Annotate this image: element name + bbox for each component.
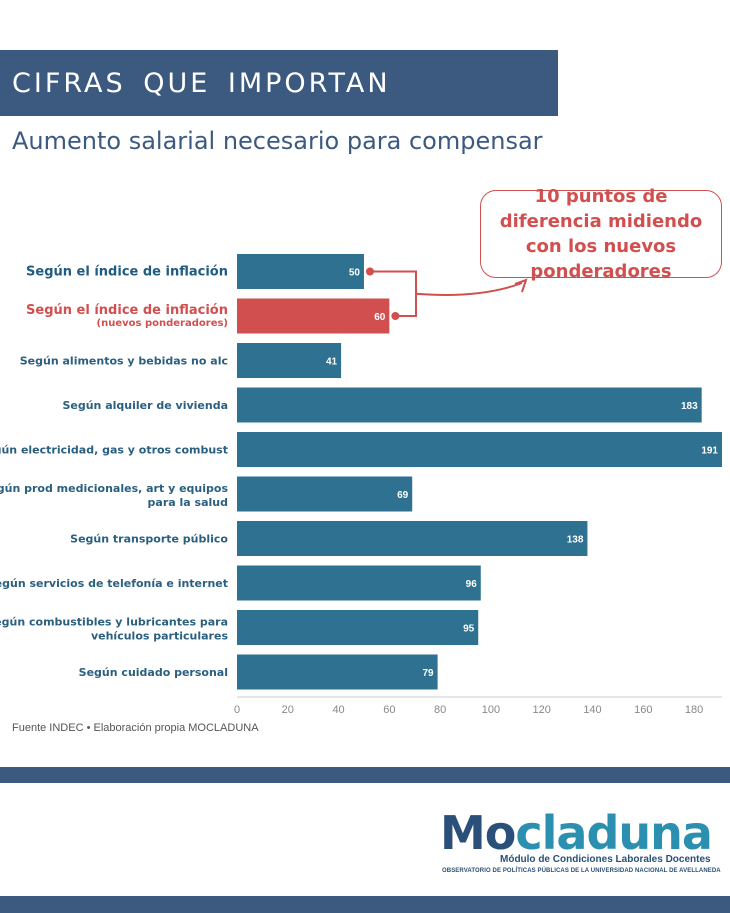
logo-subtitle: Módulo de Condiciones Laborales Docentes: [500, 854, 711, 865]
category-label: Según electricidad, gas y otros combust: [0, 444, 228, 457]
x-tick-label: 160: [634, 704, 652, 716]
x-tick-label: 140: [583, 704, 601, 716]
category-sublabel: vehículos particulares: [91, 630, 228, 643]
logo-word-part1: Mo: [440, 806, 516, 860]
category-sublabel: (nuevos ponderadores): [97, 318, 228, 329]
bar-value-label: 79: [422, 668, 434, 679]
bar-value-label: 69: [397, 490, 409, 501]
x-tick-label: 60: [383, 704, 395, 716]
bar: [237, 343, 342, 378]
category-label: Según cuidado personal: [79, 666, 228, 679]
bar-value-label: 95: [463, 624, 475, 635]
bar: [237, 432, 722, 467]
bar: [237, 254, 364, 289]
page-title: CIFRAS QUE IMPORTAN: [12, 68, 391, 99]
x-tick-label: 80: [434, 704, 446, 716]
bar: [237, 610, 479, 645]
x-tick-label: 180: [685, 704, 703, 716]
category-sublabel: para la salud: [148, 496, 228, 509]
x-tick-label: 40: [332, 704, 344, 716]
x-tick-label: 20: [282, 704, 294, 716]
category-label: Según transporte público: [70, 533, 228, 546]
x-tick-label: 120: [533, 704, 551, 716]
bar-value-label: 191: [701, 446, 718, 457]
category-label: Según el índice de inflación: [26, 265, 228, 280]
logo-tagline: OBSERVATORIO DE POLÍTICAS PÚBLICAS DE LA…: [442, 868, 721, 874]
logo-word-part2: claduna: [515, 806, 713, 860]
header-band: [0, 50, 558, 116]
bar: [237, 476, 413, 512]
callout-text: 10 puntos de diferencia midiendo con los…: [499, 186, 703, 282]
callout-arrow: [415, 282, 523, 296]
footer-band: [0, 896, 730, 913]
category-label: Según combustibles y lubricantes para: [0, 616, 228, 629]
category-label: Según el índice de inflación: [26, 303, 228, 318]
bar-value-label: 60: [374, 312, 386, 323]
bar-value-label: 138: [567, 535, 584, 546]
bar: [237, 565, 481, 601]
callout-arrowhead: [514, 278, 528, 293]
bar: [237, 654, 438, 690]
category-label: Según servicios de telefonía e internet: [0, 577, 228, 590]
difference-callout: 10 puntos de diferencia midiendo con los…: [480, 186, 722, 282]
bar-chart: 0 20 40 60 80 100 120 140 160 180 50 Según el índic…: [0, 254, 722, 716]
divider-band: [0, 767, 730, 783]
bar-highlight: [237, 298, 390, 334]
x-tick-label: 0: [234, 704, 240, 716]
bar-value-label: 50: [349, 268, 361, 279]
category-label: Según prod medicionales, art y equipos: [0, 482, 228, 495]
x-tick-label: 100: [482, 704, 500, 716]
bar-value-label: 41: [326, 357, 338, 368]
bar-value-label: 183: [681, 401, 698, 412]
bar-value-label: 96: [466, 579, 478, 590]
category-label: Según alquiler de vivienda: [62, 399, 228, 412]
source-note: Fuente INDEC • Elaboración propia MOCLAD…: [12, 722, 259, 734]
category-label: Según alimentos y bebidas no alc: [20, 355, 228, 368]
bar: [237, 521, 588, 556]
chart-subtitle: Aumento salarial necesario para compensa…: [12, 127, 543, 155]
bar: [237, 387, 702, 423]
mocladuna-logo: Mocladuna Módulo de Condiciones Laborale…: [440, 806, 721, 878]
logo-wordmark: Mocladuna: [440, 806, 713, 860]
